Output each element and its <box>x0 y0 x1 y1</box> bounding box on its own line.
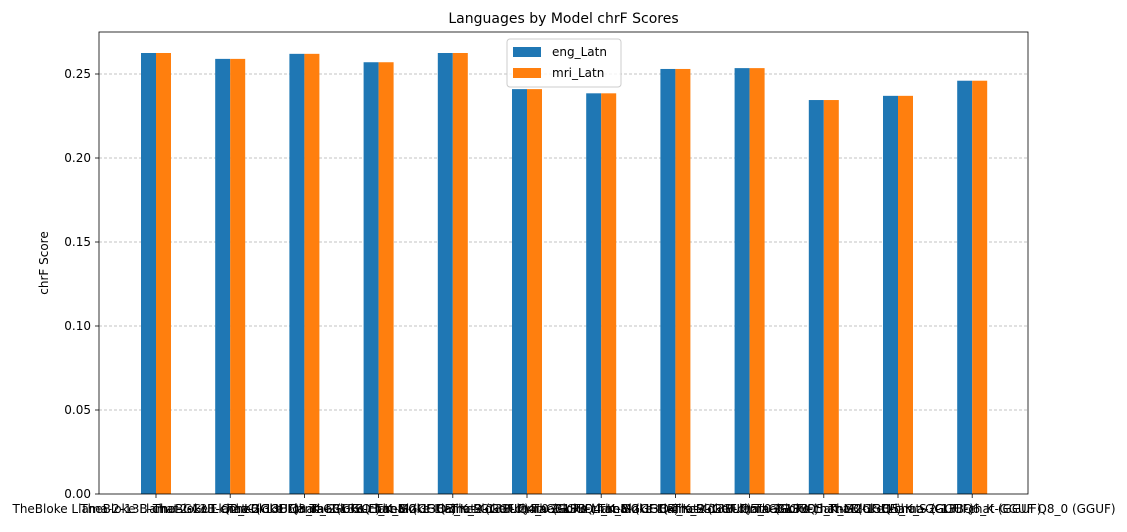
x-tick-label: TheBloke Llama-2-13B-chat-GGUF Q3_K_M (G… <box>152 502 456 516</box>
bar-eng-latn <box>808 100 824 494</box>
legend: eng_Latn mri_Latn <box>506 38 622 88</box>
x-axis-ticks: TheBloke Llama-2-13B-chat-GGUF Q2_K (GGU… <box>11 494 1116 516</box>
y-tick-label: 0.25 <box>64 67 91 81</box>
x-tick-label: TheBloke Llama-2-13B-chat-GGUF Q5_K_M (G… <box>597 502 901 516</box>
bar-eng-latn <box>363 62 379 495</box>
y-tick-label: 0.10 <box>64 319 91 333</box>
x-tick-label: TheBloke Llama-2-13B-chat-GGUF Q6_K (GGU… <box>753 502 1041 516</box>
x-tick-label: TheBloke Llama-2-13B-chat-GGUF Q3_K_S (G… <box>227 502 529 516</box>
bar-mri-latn <box>898 95 913 494</box>
x-tick-label: TheBloke Llama-2-13B-chat-GGUF Q5_K_S (G… <box>672 502 974 516</box>
x-tick-label: TheBloke Llama-2-13B-chat-GGUF Q2_K (GGU… <box>11 502 299 516</box>
bar-mri-latn <box>601 93 617 494</box>
x-tick-label: TheBloke Llama-2-13B-chat-GGUF Q3_K_L (G… <box>79 502 380 516</box>
bar-mri-latn <box>749 68 765 495</box>
bar-eng-latn <box>660 68 676 495</box>
x-tick-label: TheBloke Llama-2-13B-chat-GGUF Q8_0 (GGU… <box>828 502 1116 516</box>
x-tick-label: TheBloke Llama-2-13B-chat-GGUF Q4_0 (GGU… <box>308 502 596 516</box>
y-tick-label: 0.15 <box>64 235 91 249</box>
bar-mri-latn <box>304 53 320 495</box>
x-tick-label: TheBloke Llama-2-13B-chat-GGUF Q5_0 (GGU… <box>531 502 819 516</box>
bar-mri-latn <box>452 53 468 494</box>
bar-eng-latn <box>512 89 527 495</box>
axes-layer <box>98 31 1029 495</box>
legend-swatch-mri-latn <box>513 68 541 78</box>
bar-mri-latn <box>972 80 988 494</box>
bar-mri-latn <box>378 62 394 495</box>
plot-frame <box>98 31 1029 495</box>
bar-eng-latn <box>289 53 305 495</box>
y-tick-label: 0.20 <box>64 151 91 165</box>
bar-eng-latn <box>141 53 156 494</box>
legend-label-mri-latn: mri_Latn <box>552 66 604 80</box>
bar-mri-latn <box>675 68 691 495</box>
bar-eng-latn <box>586 93 602 494</box>
bar-mri-latn <box>156 53 171 494</box>
bar-eng-latn <box>883 95 898 494</box>
bar-eng-latn <box>215 58 231 494</box>
legend-label-eng-latn: eng_Latn <box>552 45 607 59</box>
legend-swatch-eng-latn <box>513 47 541 57</box>
bar-eng-latn <box>957 80 973 494</box>
y-tick-label: 0.05 <box>64 403 91 417</box>
y-axis-ticks: 0.00 0.05 0.10 0.15 0.20 0.25 <box>64 67 99 501</box>
x-tick-label: TheBloke Llama-2-13B-chat-GGUF Q4_K_M (G… <box>374 502 678 516</box>
bar-mri-latn <box>527 89 542 495</box>
bar-eng-latn <box>437 53 453 494</box>
bar-mri-latn <box>230 58 246 494</box>
y-tick-label: 0.00 <box>64 487 91 501</box>
x-tick-label: TheBloke Llama-2-13B-chat-GGUF Q4_K_S (G… <box>450 502 752 516</box>
y-axis-label: chrF Score <box>37 231 51 294</box>
bar-mri-latn <box>823 100 839 494</box>
chart-title: Languages by Model chrF Scores <box>448 11 678 27</box>
bar-eng-latn <box>734 68 750 495</box>
bars-layer <box>141 53 988 495</box>
